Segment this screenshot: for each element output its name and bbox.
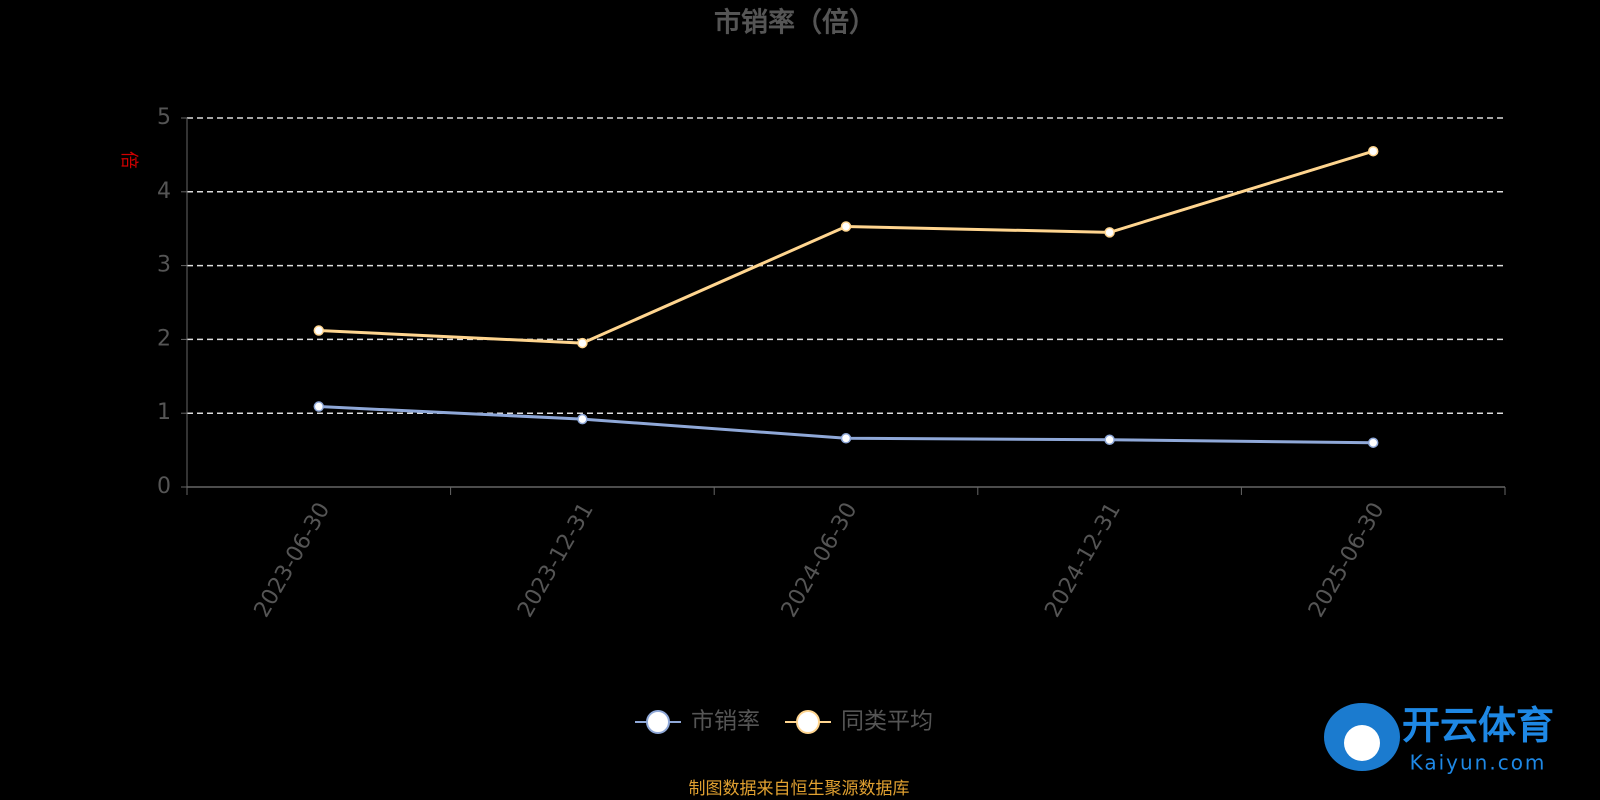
logo-ball <box>1344 725 1380 761</box>
watermark-site: Kaiyun.com <box>1410 751 1547 775</box>
data-point <box>1367 145 1379 157</box>
data-point <box>313 325 325 336</box>
series-line <box>318 149 1374 345</box>
data-point <box>1104 434 1115 446</box>
data-point <box>577 337 588 349</box>
legend-label: 市销率 <box>691 709 760 735</box>
x-tick-label: 2024-06-30 <box>777 499 863 622</box>
x-tick-label: 2025-06-30 <box>1304 499 1390 622</box>
source-note: 制图数据来自恒生聚源数据库 <box>689 779 910 799</box>
watermark-brand: 开云体育 <box>1402 704 1554 748</box>
y-tick-label: 2 <box>157 326 171 351</box>
data-point <box>1104 227 1115 238</box>
y-tick-label: 4 <box>157 179 171 204</box>
watermark: 开云体育 Kaiyun.com <box>1324 703 1554 775</box>
legend-marker <box>646 710 670 734</box>
data-point <box>577 413 588 425</box>
data-point <box>1367 437 1379 448</box>
legend-marker <box>796 710 820 734</box>
data-point <box>313 401 325 412</box>
chart-title: 市销率（倍） <box>714 7 876 39</box>
y-tick-label: 0 <box>157 474 171 499</box>
x-tick-label: 2023-06-30 <box>250 499 336 622</box>
x-tick-label: 2024-12-31 <box>1040 499 1126 622</box>
data-point <box>840 221 852 232</box>
y-tick-label: 5 <box>157 105 171 130</box>
data-point <box>840 433 852 444</box>
y-axis-label: 倍 <box>118 151 139 169</box>
x-tick-label: 2023-12-31 <box>513 499 599 622</box>
y-tick-label: 3 <box>157 253 171 278</box>
y-tick-label: 1 <box>157 400 171 425</box>
legend-label: 同类平均 <box>841 709 933 735</box>
